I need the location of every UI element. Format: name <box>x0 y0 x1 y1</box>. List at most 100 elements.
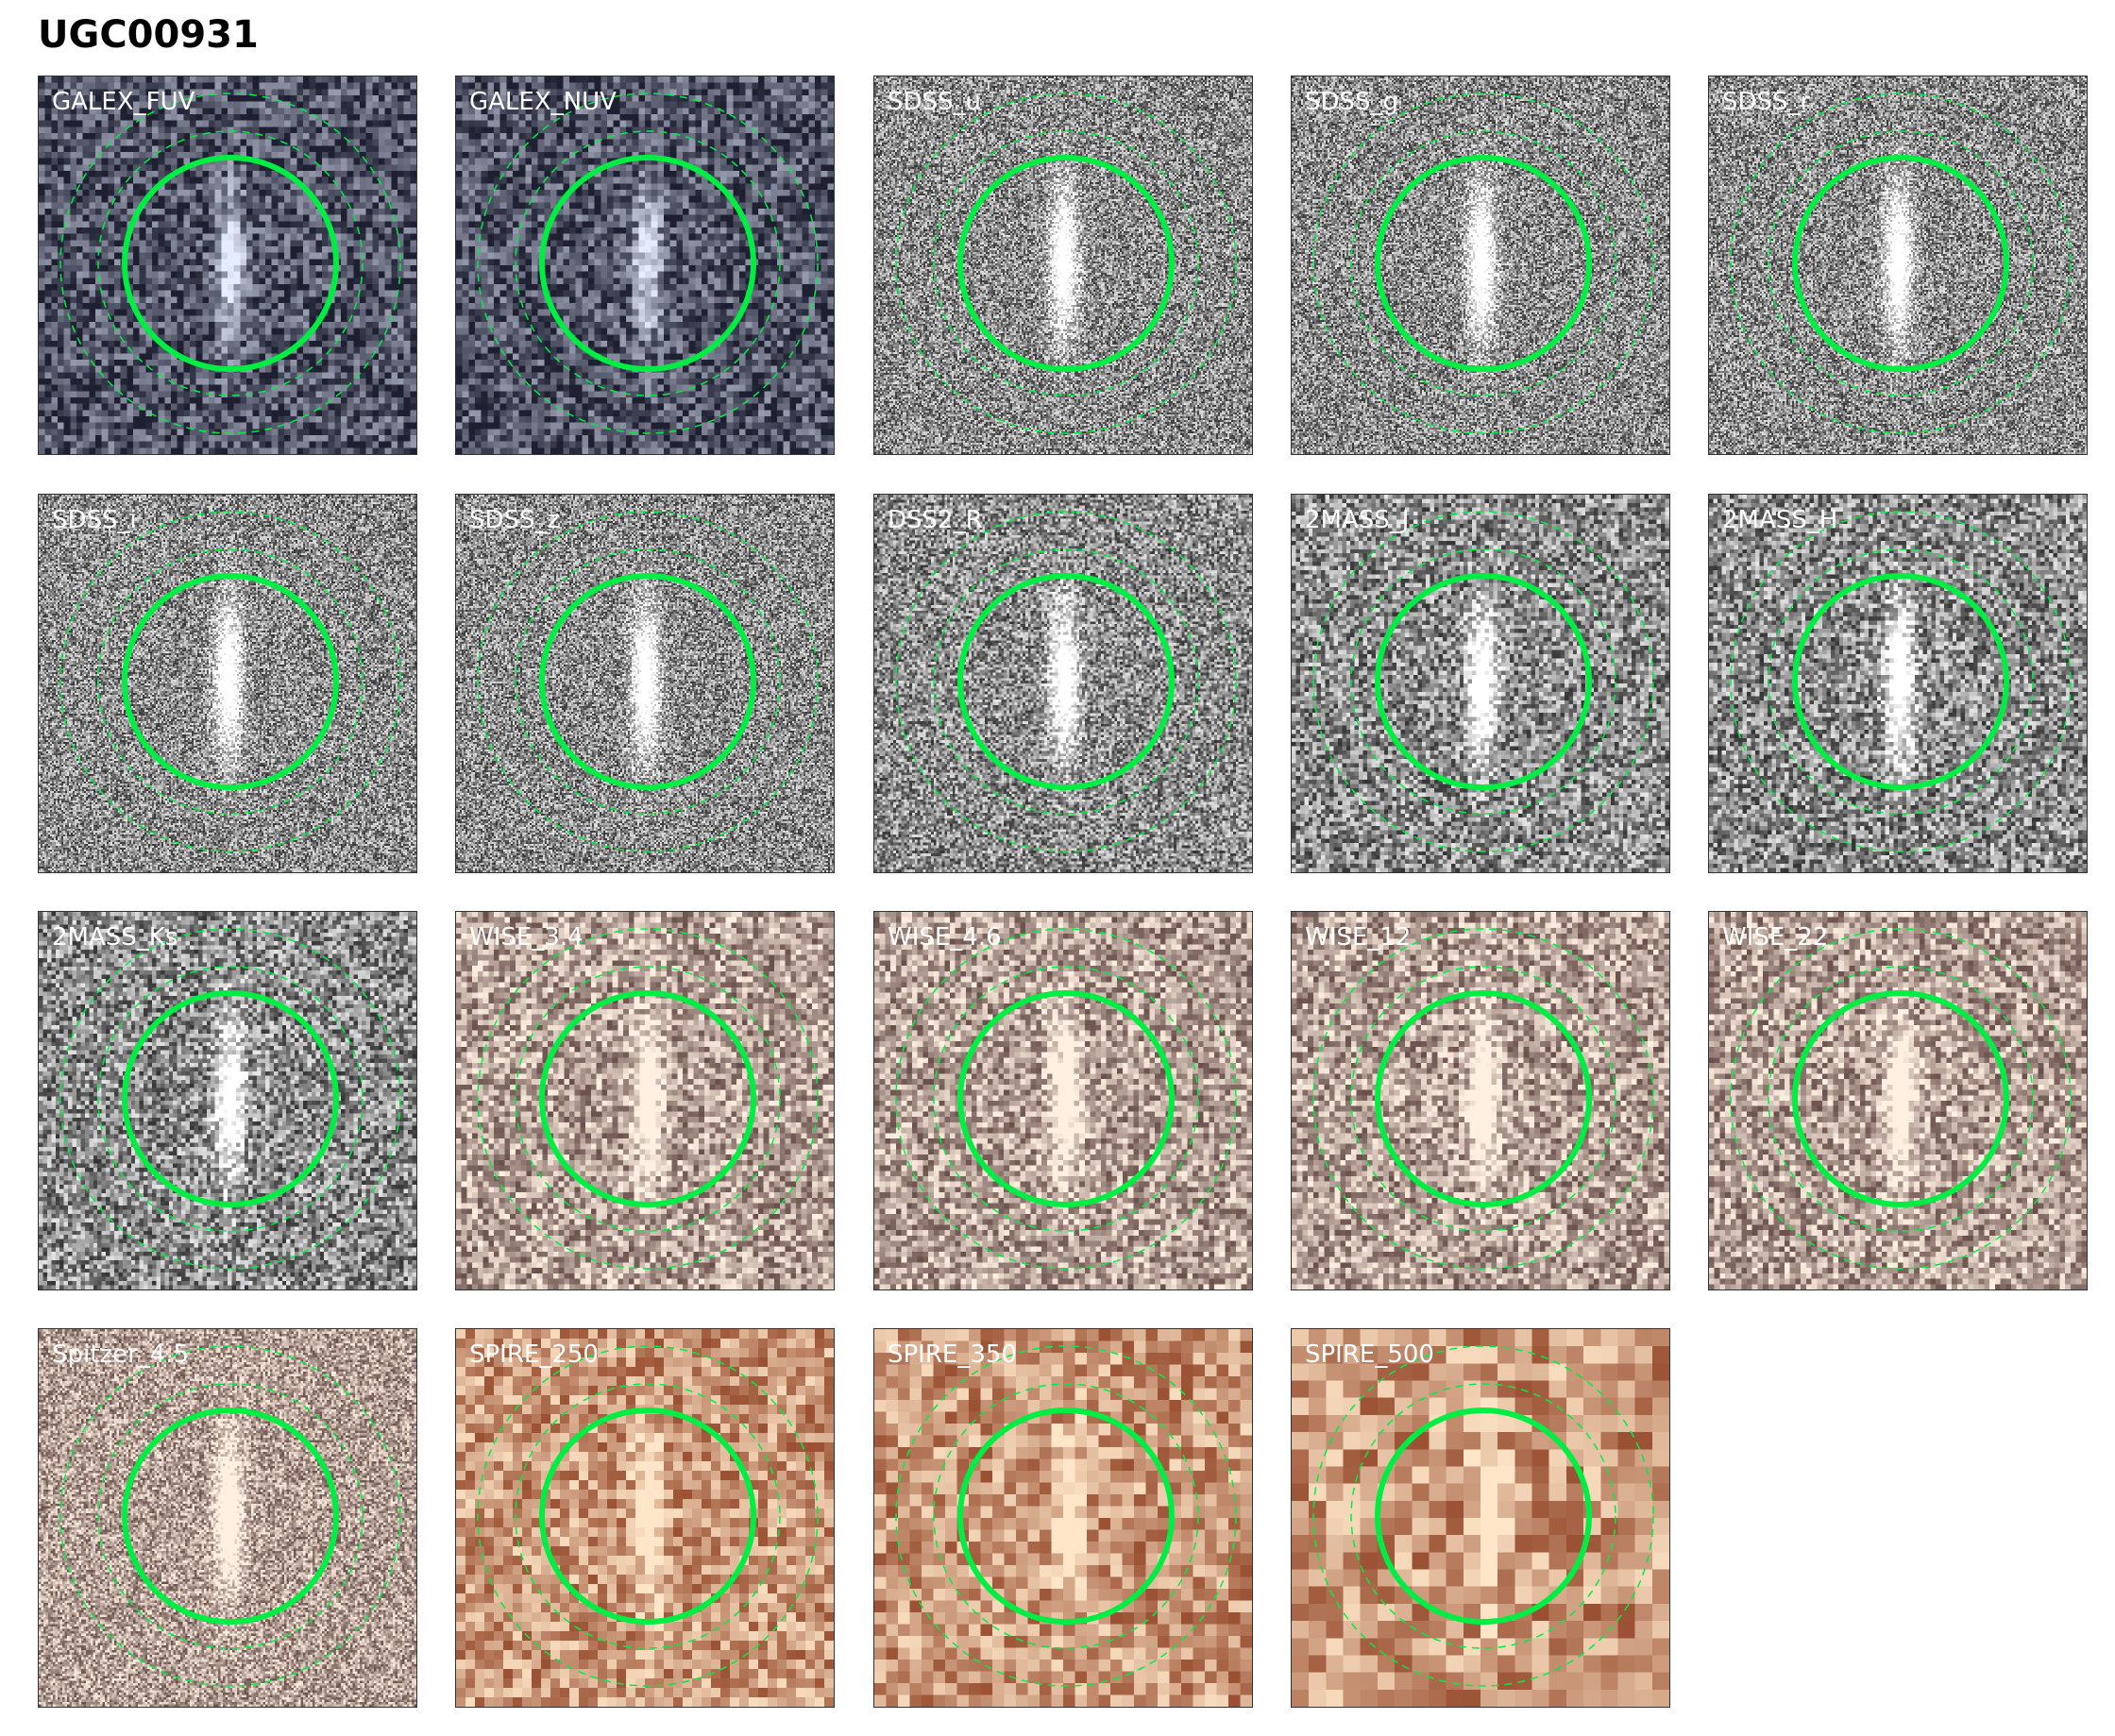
image-panel: Spitzer_4.5 <box>38 1328 417 1708</box>
outer-annulus-circle <box>1312 928 1654 1270</box>
image-panel: 2MASS_J <box>1291 494 1670 873</box>
band-label: DSS2_R <box>888 506 983 534</box>
aperture-overlay <box>59 511 401 852</box>
band-label: WISE_4.6 <box>888 923 1002 952</box>
image-cutout <box>39 1329 416 1707</box>
outer-annulus-circle <box>59 511 401 852</box>
outer-annulus-circle <box>1312 511 1654 852</box>
outer-annulus-circle <box>1312 1345 1654 1687</box>
outer-annulus-circle <box>1730 928 2072 1270</box>
band-label: WISE_3.4 <box>469 923 584 952</box>
image-cutout <box>456 495 834 872</box>
image-cutout <box>1292 912 1669 1289</box>
aperture-circle <box>1375 573 1592 790</box>
aperture-circle <box>957 573 1175 790</box>
image-panel: SDSS_r <box>1708 76 2088 455</box>
image-cutout <box>874 495 1252 872</box>
aperture-circle <box>539 990 756 1207</box>
inner-annulus-circle <box>1768 130 2034 396</box>
image-cutout <box>39 912 416 1289</box>
aperture-overlay <box>59 928 401 1270</box>
image-cutout <box>874 1329 1252 1707</box>
aperture-overlay <box>895 511 1237 852</box>
aperture-overlay <box>59 93 401 434</box>
inner-annulus-circle <box>933 966 1199 1232</box>
outer-annulus-circle <box>1730 511 2072 852</box>
inner-annulus-circle <box>1350 966 1616 1232</box>
image-panel: GALEX_FUV <box>38 76 417 455</box>
outer-annulus-circle <box>477 93 819 434</box>
band-label: Spitzer_4.5 <box>52 1340 190 1369</box>
aperture-circle <box>1375 155 1592 372</box>
aperture-circle <box>1792 155 2009 372</box>
aperture-circle <box>122 990 339 1207</box>
aperture-overlay <box>477 93 819 434</box>
aperture-circle <box>539 573 756 790</box>
aperture-overlay <box>477 928 819 1270</box>
image-cutout <box>1709 76 2087 454</box>
aperture-circle <box>539 1407 756 1625</box>
image-panel: 2MASS_H <box>1708 494 2088 873</box>
outer-annulus-circle <box>477 511 819 852</box>
outer-annulus-circle <box>895 511 1237 852</box>
figure-title: UGC00931 <box>38 13 259 57</box>
inner-annulus-circle <box>97 1383 364 1649</box>
band-label: SDSS_z <box>469 506 561 534</box>
image-panel: GALEX_NUV <box>455 76 835 455</box>
image-panel: SDSS_g <box>1291 76 1670 455</box>
aperture-circle <box>1792 990 2009 1207</box>
aperture-overlay <box>59 1345 401 1687</box>
band-label: 2MASS_H <box>1722 506 1838 534</box>
outer-annulus-circle <box>1312 93 1654 434</box>
inner-annulus-circle <box>97 966 364 1232</box>
image-cutout <box>1292 76 1669 454</box>
image-panel: WISE_3.4 <box>455 911 835 1290</box>
outer-annulus-circle <box>895 928 1237 1270</box>
band-label: SDSS_g <box>1305 88 1399 116</box>
image-cutout <box>39 76 416 454</box>
image-panel: SDSS_u <box>873 76 1253 455</box>
band-label: 2MASS_Ks <box>52 923 178 952</box>
inner-annulus-circle <box>1768 966 2034 1232</box>
band-label: 2MASS_J <box>1305 506 1410 534</box>
outer-annulus-circle <box>477 1345 819 1687</box>
band-label: SDSS_i <box>52 506 137 534</box>
band-label: SDSS_u <box>888 88 982 116</box>
aperture-overlay <box>1312 93 1654 434</box>
inner-annulus-circle <box>97 548 364 815</box>
aperture-circle <box>539 155 756 372</box>
outer-annulus-circle <box>895 93 1237 434</box>
image-panel: DSS2_R <box>873 494 1253 873</box>
aperture-circle <box>957 155 1175 372</box>
image-cutout <box>1292 495 1669 872</box>
image-cutout <box>874 912 1252 1289</box>
image-panel: SPIRE_500 <box>1291 1328 1670 1708</box>
aperture-overlay <box>1730 93 2072 434</box>
image-cutout <box>1292 1329 1669 1707</box>
band-label: WISE_22 <box>1722 923 1829 952</box>
aperture-overlay <box>895 93 1237 434</box>
image-panel: SPIRE_350 <box>873 1328 1253 1708</box>
image-panel: SPIRE_250 <box>455 1328 835 1708</box>
outer-annulus-circle <box>59 93 401 434</box>
outer-annulus-circle <box>895 1345 1237 1687</box>
outer-annulus-circle <box>477 928 819 1270</box>
image-panel: WISE_22 <box>1708 911 2088 1290</box>
outer-annulus-circle <box>59 1345 401 1687</box>
aperture-circle <box>957 1407 1175 1625</box>
image-panel: 2MASS_Ks <box>38 911 417 1290</box>
aperture-overlay <box>1730 511 2072 852</box>
inner-annulus-circle <box>515 1383 781 1649</box>
inner-annulus-circle <box>1350 130 1616 396</box>
image-cutout <box>456 76 834 454</box>
image-cutout <box>1709 912 2087 1289</box>
image-panel: SDSS_z <box>455 494 835 873</box>
inner-annulus-circle <box>933 1383 1199 1649</box>
aperture-overlay <box>1312 928 1654 1270</box>
image-cutout <box>456 912 834 1289</box>
image-cutout <box>1709 495 2087 872</box>
image-panel: WISE_4.6 <box>873 911 1253 1290</box>
aperture-overlay <box>477 1345 819 1687</box>
aperture-overlay <box>1312 511 1654 852</box>
aperture-circle <box>122 1407 339 1625</box>
